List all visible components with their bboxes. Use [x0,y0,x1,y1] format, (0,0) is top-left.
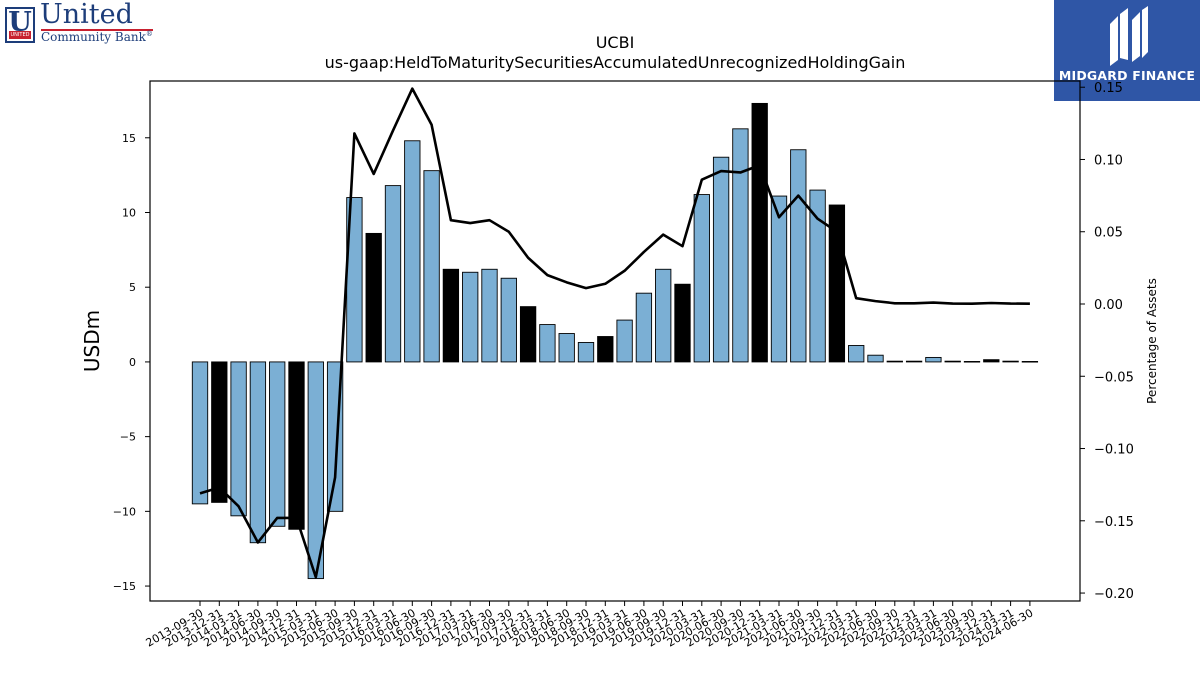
bar [230,361,247,517]
bar [249,361,267,544]
y-tick-label-left: 0 [129,356,136,369]
chart-subtitle: us-gaap:HeldToMaturitySecuritiesAccumula… [325,53,906,72]
bar [269,361,286,527]
right-axis: −0.20 −0.15 −0.10 −0.05 0.00 0.05 0.10 0.15 [1080,81,1134,602]
y-tick-label-left: −15 [113,580,136,593]
y-tick-label-left: −5 [120,431,136,444]
united-u-mark-icon: U UNITED [5,7,35,43]
series-line [199,87,1030,579]
y-tick-label-right: 0.15 [1094,81,1123,96]
bar [770,195,788,363]
midgard-finance-text: MIDGARD FINANCE [1058,68,1196,83]
bar [384,185,402,363]
united-community-bank-logo: U UNITED United Community Bank® [5,0,165,47]
bar [1002,360,1019,363]
bar [886,360,903,363]
y-tick-label-left: 10 [122,206,136,219]
plot-frame [149,80,1081,602]
logo-name-line2: Community Bank® [41,30,153,44]
bar [693,194,710,363]
y-tick-label-right: 0.10 [1094,153,1123,168]
bar [577,342,595,363]
bar [365,232,382,363]
y-tick-label-right: −0.10 [1094,443,1134,458]
bar [925,356,942,363]
bar [519,306,537,363]
bar-series [191,102,1039,580]
y-tick-label-left: −10 [113,505,136,518]
bar [481,268,498,363]
bar [809,189,826,363]
bar [616,319,633,363]
bar [1021,361,1039,363]
y-axis-label-left: USDm [80,310,104,372]
bar [191,361,209,505]
bar [674,283,691,363]
y-tick-label-right: 0.05 [1094,226,1123,241]
u-mark-band: UNITED [9,31,31,39]
bar [790,149,807,363]
y-tick-label-right: 0.00 [1094,298,1123,313]
bar [867,354,884,363]
y-tick-label-right: −0.15 [1094,515,1134,530]
bar [597,336,614,363]
bar [963,361,981,363]
logo-line2-text: Community Bank [41,30,146,44]
bar [983,359,1000,363]
bar [500,277,517,363]
y-tick-label-left: 15 [122,132,136,145]
bar [655,268,672,363]
bar [423,170,440,363]
bar [211,361,228,503]
midgard-finance-logo: MIDGARD FINANCE [1054,0,1200,101]
u-mark-letter: U [8,7,32,38]
y-axis-label-right: Percentage of Assets [1145,278,1159,404]
bar [712,156,730,363]
bar [462,271,479,363]
bar [558,333,575,363]
bar [635,292,653,363]
bar [288,361,305,530]
bar [905,360,923,363]
y-tick-label-left: 5 [129,281,136,294]
logo-divider [41,29,153,31]
chart-title: UCBI [596,33,635,52]
x-axis: 2013-09-302013-12-312014-03-312014-06-30… [144,601,1035,650]
logo-registered-mark: ® [145,30,153,38]
bar [732,128,749,363]
y-tick-label-right: −0.20 [1094,587,1134,602]
bar [404,140,421,363]
bar [944,360,961,363]
left-axis: −15 −10 −5 0 5 10 15 [113,132,150,593]
logo-name-line1: United [40,0,133,30]
midgard-emblem-icon [1110,6,1148,66]
y-tick-label-right: −0.05 [1094,370,1134,385]
bar [751,102,768,363]
bar [307,361,324,580]
line-series [199,87,1030,579]
bar [539,324,556,363]
bar [848,345,865,363]
bar [442,268,460,363]
